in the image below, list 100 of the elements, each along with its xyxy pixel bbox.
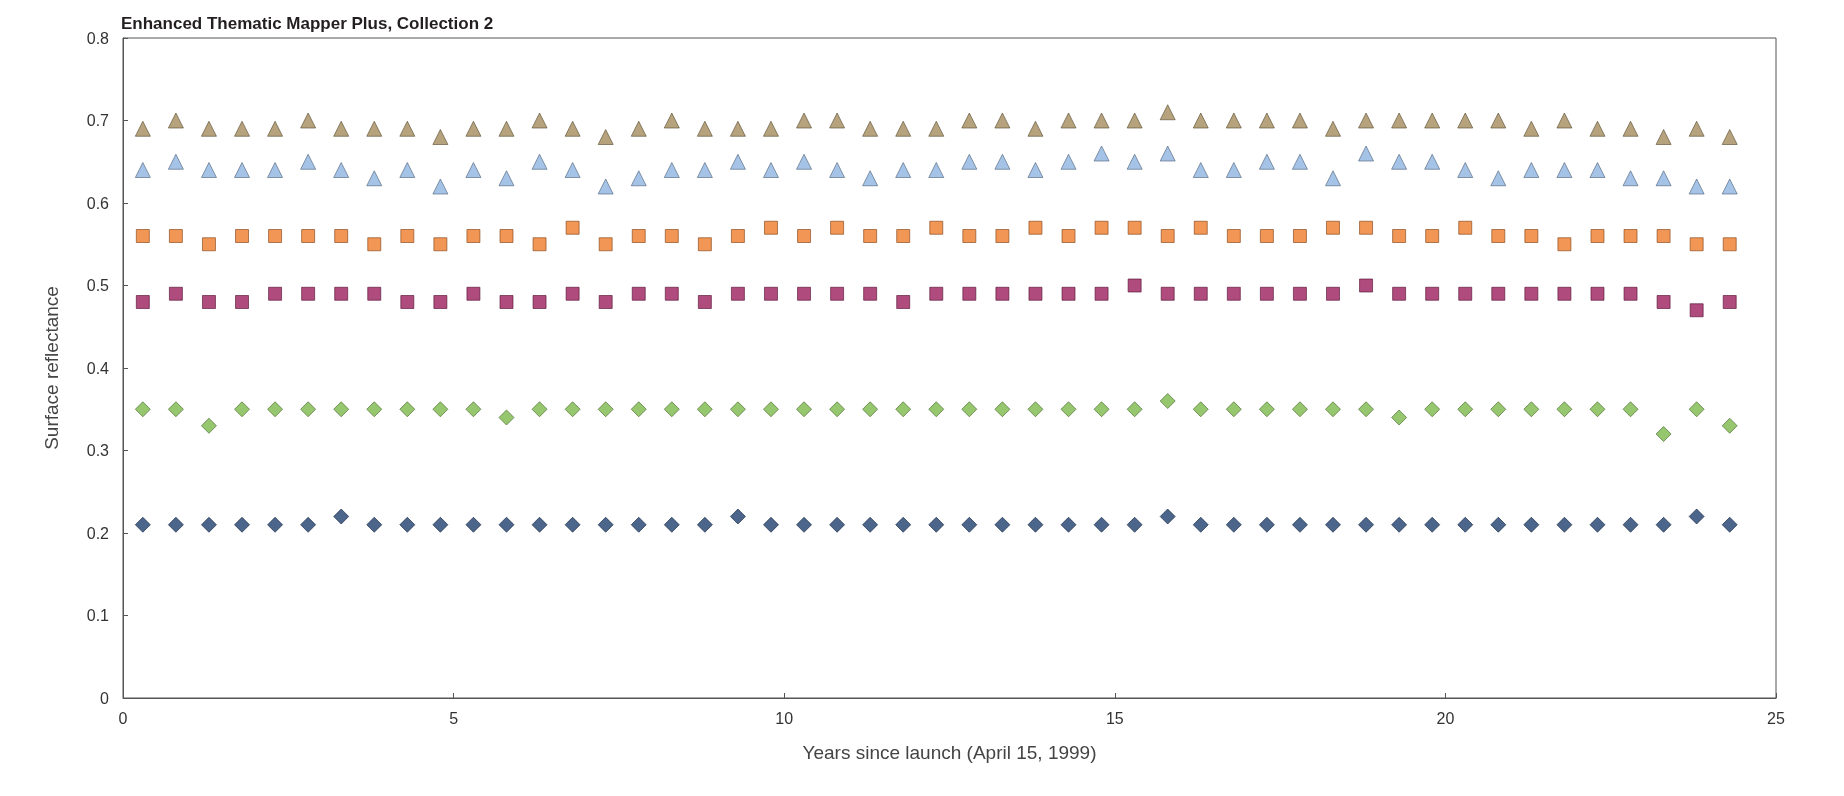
point [763,516,779,533]
point [498,170,515,187]
point [1293,229,1307,243]
point [1655,129,1672,145]
point [1192,401,1209,418]
point [1027,162,1044,178]
point [1326,286,1340,301]
point [896,229,911,243]
point [498,516,515,533]
point [630,170,647,187]
point [532,295,547,309]
point [134,516,151,533]
point [134,162,151,178]
point [531,401,548,418]
point [1225,162,1242,178]
point [1623,229,1638,243]
point [399,516,416,533]
point [630,120,647,137]
point [1622,516,1639,533]
point [730,508,746,525]
point [1589,120,1606,137]
point [696,401,713,418]
point [829,162,845,178]
point [1027,120,1044,137]
point [995,229,1010,243]
point [400,295,415,309]
point [268,229,282,243]
point [1126,516,1143,533]
point [432,129,449,145]
x-axis-title: Years since launch (April 15, 1999) [802,742,1097,763]
point [1722,295,1737,309]
point [1226,286,1241,301]
point [1556,112,1573,129]
point [896,295,911,309]
point [300,516,317,533]
point [1391,153,1408,170]
point [400,229,415,243]
point [1192,112,1209,129]
point [1722,237,1737,252]
point [1491,229,1506,243]
point [663,112,680,129]
point [1225,401,1242,418]
point [169,286,183,301]
point [763,162,779,178]
point [465,516,482,533]
point [1391,516,1408,533]
y-tick-label: 0.1 [86,607,110,624]
point [334,286,349,301]
point [730,401,746,418]
point [1457,112,1474,129]
point [1093,401,1110,418]
point [696,162,713,178]
point [1325,170,1341,187]
point [1292,516,1308,533]
point [1523,120,1540,137]
point [830,220,844,235]
point [1721,516,1738,533]
point [697,295,712,309]
point [499,229,514,243]
point [1060,112,1077,129]
point [895,162,912,178]
point [1028,286,1043,301]
point [731,286,745,301]
point [597,178,614,195]
point [829,516,845,533]
point [366,516,383,533]
point [234,120,250,137]
point [961,153,978,170]
point [830,286,844,301]
point [432,178,449,195]
point [1490,401,1507,418]
y-tick-label: 0.8 [86,29,110,47]
point [333,401,350,418]
point [1656,229,1671,243]
point [1061,286,1076,301]
point [730,120,746,137]
point [1292,112,1308,129]
point [597,401,614,418]
y-tick-label: 0.4 [86,359,110,377]
point [267,401,283,418]
point [201,417,217,434]
point [366,401,383,418]
point [1557,286,1572,301]
y-tick-label: 0.2 [86,524,110,542]
point [1225,516,1242,533]
y-tick-label: 0 [100,689,110,707]
point [863,286,878,301]
point [797,286,811,301]
point [366,120,383,137]
point [1392,229,1407,243]
point [1160,286,1175,301]
point [1159,145,1176,162]
point [1027,401,1044,418]
point [1292,153,1308,170]
point [1258,516,1275,533]
point [895,516,912,533]
point [564,516,581,533]
point [797,229,811,243]
point [134,120,151,137]
point [399,162,416,178]
